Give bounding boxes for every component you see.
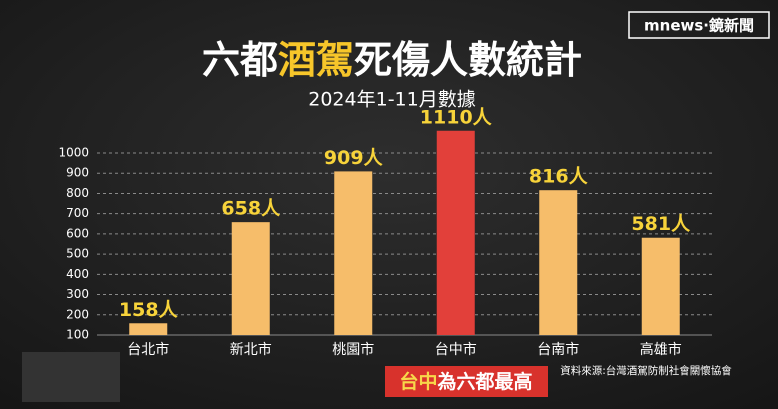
bar	[539, 190, 578, 335]
y-tick-label: 200	[66, 307, 89, 321]
bar	[231, 222, 270, 335]
bar	[641, 237, 680, 335]
x-tick-label: 台北市	[127, 341, 169, 358]
x-tick-label: 桃園市	[332, 341, 374, 358]
annotation-part: 台中	[399, 370, 437, 393]
value-label: 816人	[529, 166, 589, 188]
logo-box	[628, 11, 770, 39]
x-tick-label: 台南市	[537, 341, 579, 358]
y-tick-label: 400	[66, 267, 89, 281]
y-tick-label: 500	[66, 247, 89, 261]
y-tick-label: 700	[66, 206, 89, 220]
value-label: 158人	[119, 299, 179, 321]
y-tick-label: 800	[66, 186, 89, 200]
source: 資料來源:台灣酒駕防制社會關懷協會	[560, 364, 732, 377]
y-tick-label: 900	[66, 166, 89, 180]
logo: mnews·鏡新聞	[644, 17, 754, 35]
value-label: 658人	[221, 198, 281, 220]
y-tick-label: 300	[66, 287, 89, 301]
y-tick-label: 600	[66, 226, 89, 240]
x-tick-label: 台中市	[435, 341, 477, 358]
annotation: 台中為六都最高	[399, 370, 532, 393]
title-part: 酒駕	[278, 38, 354, 82]
x-tick-label: 高雄市	[640, 341, 682, 358]
x-tick-label: 新北市	[230, 341, 272, 358]
y-tick-label: 1000	[58, 146, 89, 160]
value-label: 581人	[631, 213, 691, 235]
bar	[436, 130, 475, 335]
bar	[129, 323, 168, 335]
annotation-box	[385, 366, 548, 397]
title-part: 死傷人數統計	[354, 38, 582, 82]
annotation-part: 為六都最高	[438, 370, 533, 393]
value-label: 1110人	[420, 106, 493, 128]
title-part: 六都	[202, 38, 278, 82]
chart-title: 六都酒駕死傷人數統計	[202, 38, 582, 82]
video-thumbnail	[22, 352, 120, 402]
bar	[334, 171, 373, 335]
chart-subtitle: 2024年1-11月數據	[308, 89, 475, 111]
value-label: 909人	[324, 147, 384, 169]
y-tick-label: 100	[66, 328, 89, 342]
